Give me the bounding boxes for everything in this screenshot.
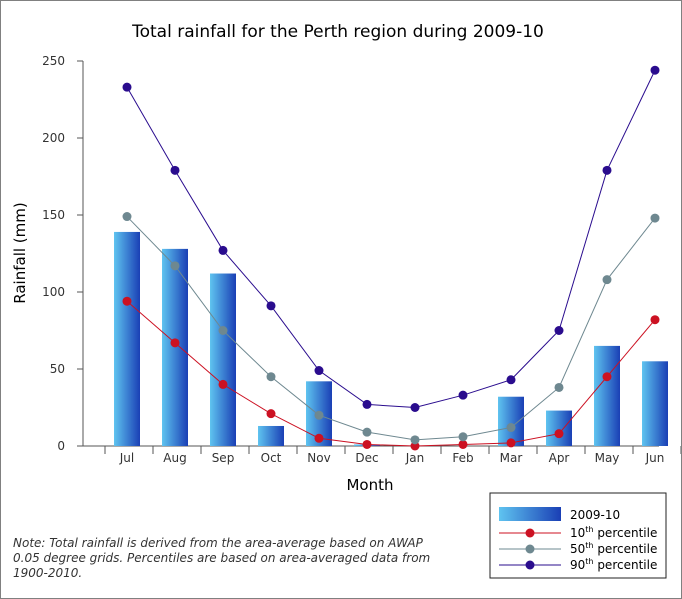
data-point [554, 429, 564, 439]
data-point [362, 427, 372, 437]
data-point [362, 439, 372, 449]
x-tick-label: Nov [307, 451, 330, 465]
x-axis: Jul Aug Sep Oct Nov Dec Jan Feb Mar Apr May Jun [83, 445, 681, 465]
data-point [458, 439, 468, 449]
data-point [362, 399, 372, 409]
data-point [218, 326, 228, 335]
legend-swatch-marker [525, 544, 535, 554]
data-point [122, 212, 132, 222]
y-tick-label: 200 [42, 131, 65, 145]
y-axis-label: Rainfall (mm) [11, 202, 29, 303]
data-point [410, 435, 420, 445]
legend-swatch-marker [525, 560, 535, 570]
x-tick-label: Mar [500, 451, 523, 465]
data-point [266, 372, 276, 382]
data-point [170, 261, 180, 271]
data-point [170, 338, 180, 348]
legend-label: 10th percentile [570, 525, 657, 540]
bar [594, 345, 620, 446]
series-line [126, 216, 656, 441]
x-tick-label: Sep [212, 451, 235, 465]
bar [546, 410, 572, 446]
bar [642, 361, 668, 446]
data-point [314, 366, 324, 376]
data-point [602, 165, 612, 175]
y-tick-label: 150 [42, 208, 65, 222]
data-point [506, 375, 516, 385]
series-line [126, 300, 656, 447]
data-point [506, 423, 516, 433]
data-point [122, 82, 132, 92]
data-point [506, 438, 516, 448]
legend-swatch-bars [499, 507, 561, 521]
bar [114, 231, 140, 446]
data-point [410, 403, 420, 412]
data-point [458, 432, 468, 442]
series-line [126, 70, 656, 409]
legend-label: 50th percentile [570, 541, 657, 556]
data-point [266, 301, 276, 311]
bar [258, 425, 284, 446]
data-point [650, 213, 660, 223]
data-point [122, 296, 132, 306]
x-tick-label: Jan [405, 451, 425, 465]
footnote: Note: Total rainfall is derived from the… [13, 536, 431, 580]
x-tick-label: Apr [549, 451, 570, 465]
data-point [218, 245, 228, 255]
data-point [650, 315, 660, 325]
bar [162, 248, 188, 446]
data-point [314, 410, 324, 420]
x-tick-label: Aug [163, 451, 186, 465]
legend-swatch-marker [525, 528, 535, 538]
data-point [266, 409, 276, 419]
chart-title: Total rainfall for the Perth region duri… [131, 22, 544, 42]
data-point [218, 379, 228, 389]
y-tick-label: 50 [50, 362, 65, 376]
y-tick-label: 250 [42, 54, 65, 68]
data-point [458, 390, 468, 400]
data-point [554, 382, 564, 392]
y-axis: 0 50 100 150 200 250 [42, 54, 84, 453]
x-tick-label: Oct [261, 451, 282, 465]
data-point [650, 65, 660, 75]
y-tick-label: 100 [42, 285, 65, 299]
data-point [554, 326, 564, 335]
y-tick-label: 0 [57, 439, 65, 453]
x-tick-label: Feb [452, 451, 473, 465]
bar-series [114, 231, 668, 446]
data-point [170, 165, 180, 175]
legend-label: 90th percentile [570, 557, 657, 572]
x-tick-label: Jun [645, 451, 665, 465]
bar [210, 273, 236, 446]
data-point [602, 372, 612, 382]
x-axis-label: Month [346, 476, 393, 494]
data-point [602, 275, 612, 285]
x-tick-label: Jul [119, 451, 134, 465]
line-series [122, 65, 660, 451]
legend-label-bars: 2009-10 [570, 508, 620, 522]
data-point [410, 441, 420, 451]
bar [498, 396, 524, 446]
x-tick-label: May [595, 451, 620, 465]
data-point [314, 433, 324, 443]
x-tick-label: Dec [355, 451, 378, 465]
